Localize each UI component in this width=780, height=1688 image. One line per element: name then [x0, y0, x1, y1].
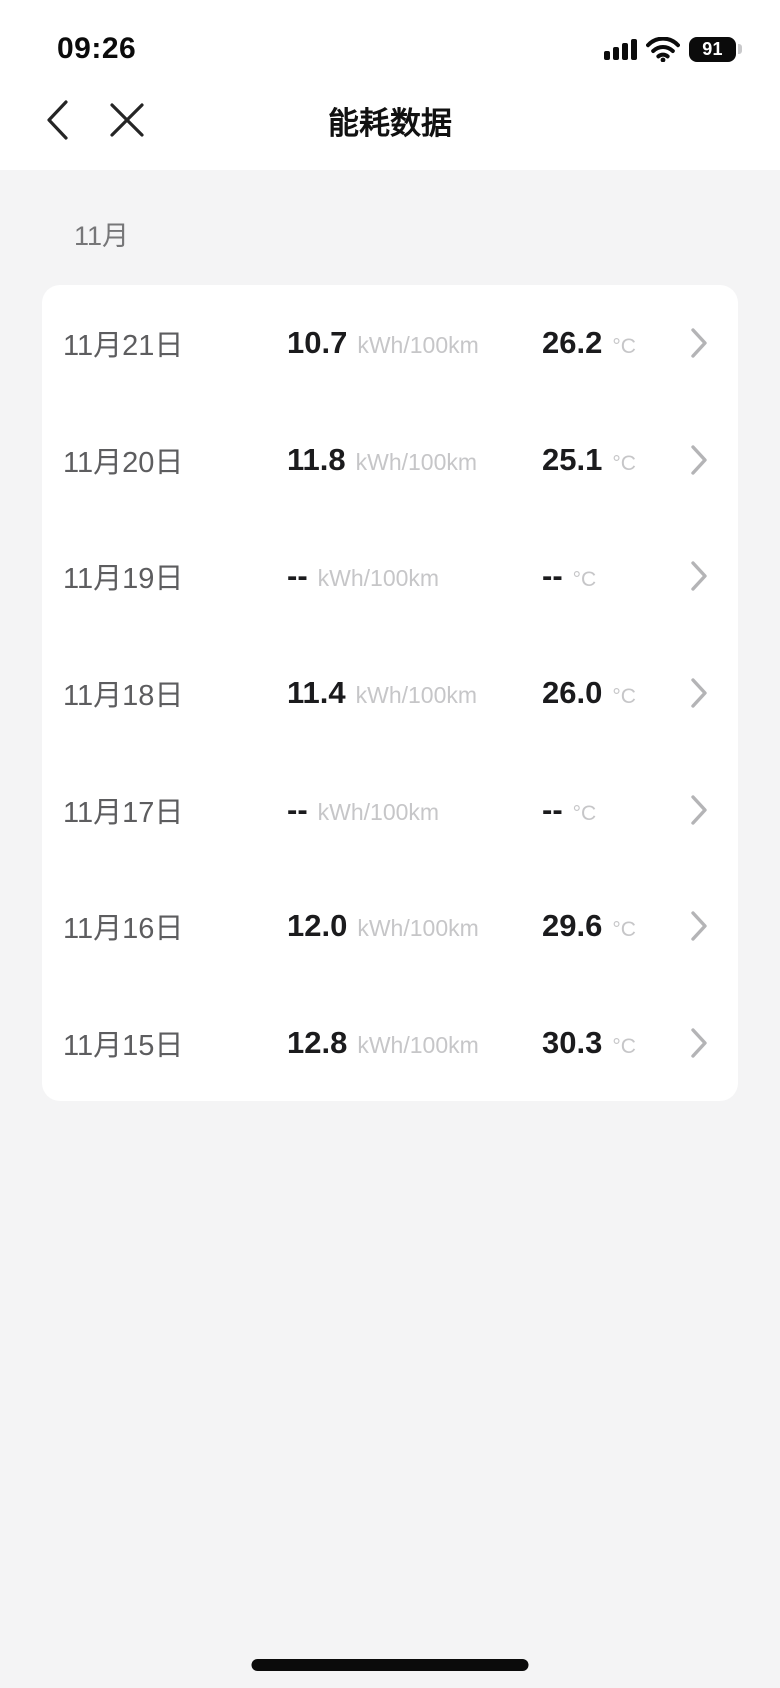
consumption-group: 11.8 kWh/100km	[287, 442, 542, 478]
temperature-group: 25.1 °C	[542, 442, 690, 478]
temperature-unit: °C	[612, 685, 636, 709]
cellular-signal-icon	[604, 38, 637, 60]
temperature-value: 26.0	[542, 675, 603, 711]
temperature-unit: °C	[612, 1034, 636, 1058]
back-button[interactable]	[44, 96, 70, 144]
content: 11月 11月21日 10.7 kWh/100km 26.2 °C 11月20日…	[0, 170, 780, 1102]
temperature-group: 26.0 °C	[542, 675, 690, 711]
status-icons: 91	[604, 36, 742, 62]
consumption-group: 11.4 kWh/100km	[287, 675, 542, 711]
row-date: 11月17日	[63, 796, 184, 829]
temperature-group: -- °C	[542, 792, 690, 828]
consumption-unit: kWh/100km	[317, 798, 440, 825]
consumption-unit: kWh/100km	[357, 915, 479, 942]
temperature-unit: °C	[612, 451, 636, 475]
temperature-unit: °C	[612, 918, 636, 942]
consumption-group: 12.0 kWh/100km	[287, 908, 542, 944]
consumption-unit: kWh/100km	[357, 1031, 479, 1058]
consumption-group: 10.7 kWh/100km	[287, 325, 542, 361]
temperature-group: -- °C	[542, 558, 690, 594]
battery-cap	[738, 44, 742, 54]
row-date: 11月16日	[63, 913, 184, 946]
row-date: 11月18日	[63, 680, 184, 713]
consumption-value: 12.0	[287, 908, 348, 944]
battery-percent: 91	[689, 36, 736, 62]
month-section-label: 11月	[74, 221, 130, 251]
consumption-unit: kWh/100km	[355, 448, 478, 475]
chevron-right-icon	[690, 327, 708, 359]
consumption-unit: kWh/100km	[317, 565, 440, 592]
battery-icon: 91	[689, 36, 742, 62]
row-date: 11月15日	[63, 1029, 184, 1062]
temperature-value: --	[542, 558, 563, 594]
home-indicator[interactable]	[251, 1659, 529, 1671]
consumption-value: 11.8	[287, 441, 346, 477]
temperature-unit: °C	[572, 568, 597, 592]
temperature-value: 30.3	[542, 1024, 603, 1060]
temperature-group: 30.3 °C	[542, 1025, 690, 1061]
consumption-value: 10.7	[287, 325, 348, 361]
energy-row[interactable]: 11月20日 11.8 kWh/100km 25.1 °C	[63, 402, 708, 519]
temperature-value: 29.6	[542, 908, 603, 944]
temperature-value: 26.2	[542, 325, 603, 361]
temperature-value: --	[542, 791, 563, 827]
row-date: 11月19日	[63, 563, 184, 596]
consumption-group: -- kWh/100km	[287, 792, 542, 828]
chevron-right-icon	[690, 910, 708, 942]
consumption-group: 12.8 kWh/100km	[287, 1025, 542, 1061]
close-button[interactable]	[108, 96, 146, 144]
chevron-right-icon	[690, 560, 708, 592]
consumption-value: --	[287, 791, 308, 827]
energy-row[interactable]: 11月17日 -- kWh/100km -- °C	[63, 751, 708, 868]
temperature-value: 25.1	[542, 441, 603, 477]
energy-row[interactable]: 11月18日 11.4 kWh/100km 26.0 °C	[63, 635, 708, 752]
chevron-right-icon	[690, 794, 708, 826]
row-date: 11月21日	[63, 330, 184, 363]
energy-list: 11月21日 10.7 kWh/100km 26.2 °C 11月20日 11.…	[42, 285, 738, 1102]
back-chevron-icon	[44, 99, 70, 141]
energy-row[interactable]: 11月19日 -- kWh/100km -- °C	[63, 518, 708, 635]
energy-row[interactable]: 11月15日 12.8 kWh/100km 30.3 °C	[63, 985, 708, 1102]
consumption-value: --	[287, 558, 308, 594]
close-icon	[108, 101, 146, 139]
energy-row[interactable]: 11月21日 10.7 kWh/100km 26.2 °C	[63, 285, 708, 402]
consumption-unit: kWh/100km	[355, 682, 478, 709]
status-bar: 09:26 91	[0, 0, 780, 84]
consumption-value: 11.4	[287, 675, 346, 711]
consumption-unit: kWh/100km	[357, 332, 479, 359]
nav-bar: 能耗数据	[0, 84, 780, 170]
chevron-right-icon	[690, 1027, 708, 1059]
status-time: 09:26	[57, 32, 137, 65]
consumption-group: -- kWh/100km	[287, 558, 542, 594]
temperature-group: 29.6 °C	[542, 908, 690, 944]
row-date: 11月20日	[63, 446, 184, 479]
energy-row[interactable]: 11月16日 12.0 kWh/100km 29.6 °C	[63, 868, 708, 985]
temperature-group: 26.2 °C	[542, 325, 690, 361]
consumption-value: 12.8	[287, 1024, 348, 1060]
temperature-unit: °C	[572, 801, 597, 825]
temperature-unit: °C	[612, 335, 636, 359]
wifi-icon	[646, 36, 680, 62]
chevron-right-icon	[690, 677, 708, 709]
header: 09:26 91	[0, 0, 780, 170]
chevron-right-icon	[690, 444, 708, 476]
